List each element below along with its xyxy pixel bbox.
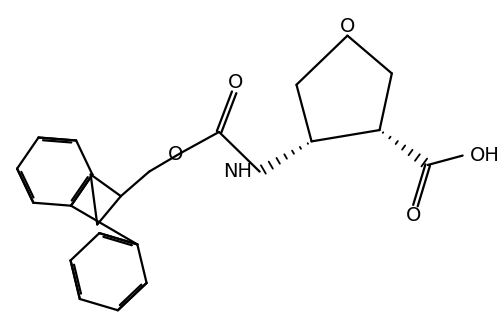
Text: O: O [229,73,244,92]
Text: O: O [406,206,421,224]
Text: NH: NH [223,162,252,181]
Text: OH: OH [470,146,499,165]
Text: O: O [340,17,355,36]
Text: O: O [168,145,183,164]
